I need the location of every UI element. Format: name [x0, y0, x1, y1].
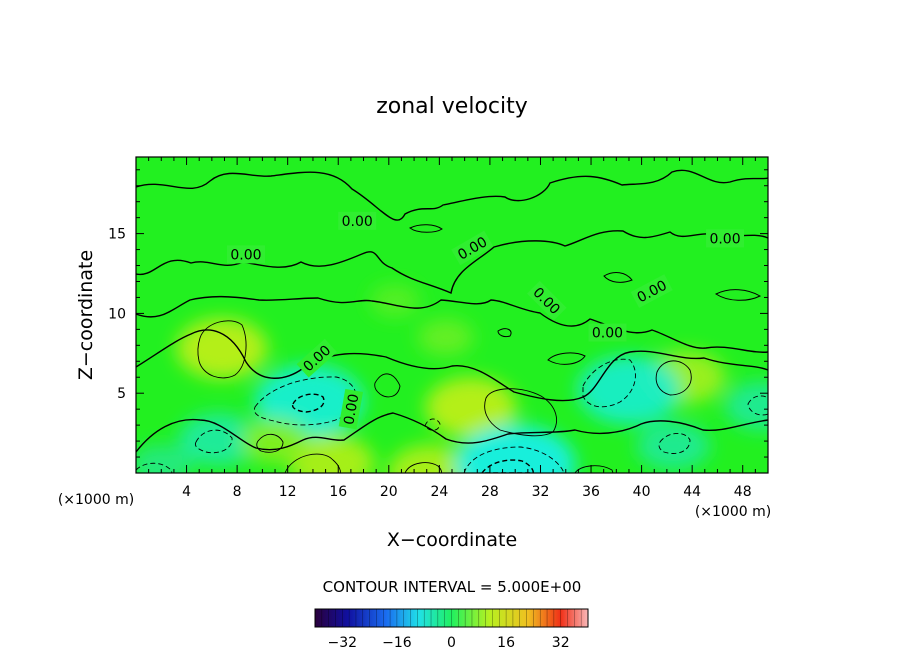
heatmap-cell-1	[425, 377, 517, 438]
heatmap-cell-9	[636, 421, 710, 471]
x-tick-label-28: 28	[481, 484, 499, 500]
contour-island-5	[715, 289, 762, 301]
chart-title: zonal velocity	[376, 94, 528, 119]
x-tick-label-32: 32	[532, 484, 550, 500]
x-tick-label-48: 48	[734, 484, 752, 500]
contour-pos-2	[484, 388, 557, 437]
heatmap-cell-13	[370, 284, 420, 318]
contour-pos-6	[284, 453, 341, 473]
heatmap-cell-12	[136, 444, 193, 473]
contour-pos-1	[197, 320, 247, 379]
heatmap-cell-10	[724, 381, 768, 431]
contour-neg-5	[481, 459, 534, 473]
x-tick-label-12: 12	[279, 484, 297, 500]
contour-neg-6	[195, 429, 233, 454]
colorbar-cells	[321, 609, 582, 627]
heatmap-cell-14	[417, 318, 474, 356]
contour-island-4	[603, 272, 633, 283]
x-tick-label-24: 24	[430, 484, 448, 500]
contour-label-bg-4	[527, 280, 567, 321]
x-tick-label-44: 44	[683, 484, 701, 500]
field-layer: 0.000.00 0.00 0.000.00 0.000.000.000.00	[136, 169, 768, 473]
contour-pos-8	[574, 465, 614, 473]
y-axis-ticks: 5 10 15	[108, 169, 768, 458]
contour-label-bg-5	[630, 274, 673, 308]
contour-neg-4	[463, 446, 565, 473]
contour-label-0: 0.00	[342, 214, 373, 230]
colorbar-labels: −32 −16 0 16 32	[328, 635, 570, 651]
contour-label-bg-2	[451, 230, 494, 266]
contour-island-3	[497, 328, 512, 338]
contour-labels: 0.000.00 0.00 0.000.00 0.000.000.000.00	[226, 211, 745, 430]
x-tick-label-8: 8	[233, 484, 242, 500]
contour-label-bg-8	[338, 388, 364, 430]
colorbar-tick-label-2: 0	[447, 635, 456, 651]
contour-label-bg-3	[706, 229, 745, 248]
x-unit-label-right: (×1000 m)	[695, 504, 771, 520]
contour-neg-7	[658, 433, 691, 454]
contour-pos-3	[655, 360, 692, 396]
heatmap-cell-5	[454, 424, 576, 473]
x-tick-label-40: 40	[633, 484, 651, 500]
contour-label-bg-7	[296, 338, 337, 378]
heatmap-cell-8	[178, 413, 258, 466]
contour-label-6: 0.00	[592, 326, 623, 342]
contour-neg-9	[424, 418, 441, 431]
x-axis-label: X−coordinate	[387, 529, 517, 551]
x-unit-label-left: (×1000 m)	[58, 492, 134, 508]
contour-line-bottom	[136, 412, 768, 453]
contour-interval-label: CONTOUR INTERVAL = 5.000E+00	[323, 578, 582, 596]
heatmap-cell-0	[176, 318, 268, 379]
colorbar-tick-label-4: 32	[552, 635, 570, 651]
heatmap-cell-3	[289, 434, 375, 473]
x-tick-label-16: 16	[329, 484, 347, 500]
contour-island-2	[547, 352, 586, 365]
contour-pos-5	[374, 373, 401, 398]
contour-label-bg-1	[226, 245, 265, 264]
colorbar-tick-label-3: 16	[497, 635, 515, 651]
colorbar-tick-label-0: −32	[328, 635, 358, 651]
x-axis-ticks: 4 8 12 16 20 24 28 32 36 40 44 48	[148, 157, 756, 500]
heatmap-cell-4	[387, 444, 474, 473]
x-tick-label-36: 36	[582, 484, 600, 500]
contour-label-bg-0	[338, 211, 377, 230]
y-tick-label-5: 5	[117, 386, 126, 402]
contour-line-upper	[136, 169, 768, 221]
contour-line-lower	[136, 329, 768, 402]
x-tick-label-4: 4	[182, 484, 191, 500]
heatmap-cell-11	[241, 418, 309, 464]
contour-label-3: 0.00	[709, 231, 740, 247]
contour-neg-3	[582, 358, 636, 408]
y-tick-label-10: 10	[108, 306, 126, 322]
contour-neg-2	[291, 393, 325, 413]
contour-label-1: 0.00	[230, 247, 261, 263]
y-axis-label: Z−coordinate	[75, 250, 97, 380]
contour-label-8: 0.00	[341, 393, 362, 426]
contour-pos-4	[256, 433, 284, 453]
heatmap-blobs	[136, 284, 768, 473]
colorbar-tick-label-1: −16	[382, 635, 412, 651]
contour-line-middle-lower	[136, 295, 768, 353]
contour-island-1	[409, 224, 443, 233]
x-tick-label-20: 20	[380, 484, 398, 500]
contour-label-bg-6	[588, 323, 627, 342]
y-tick-label-15: 15	[108, 227, 126, 243]
contour-neg-8	[747, 395, 768, 416]
